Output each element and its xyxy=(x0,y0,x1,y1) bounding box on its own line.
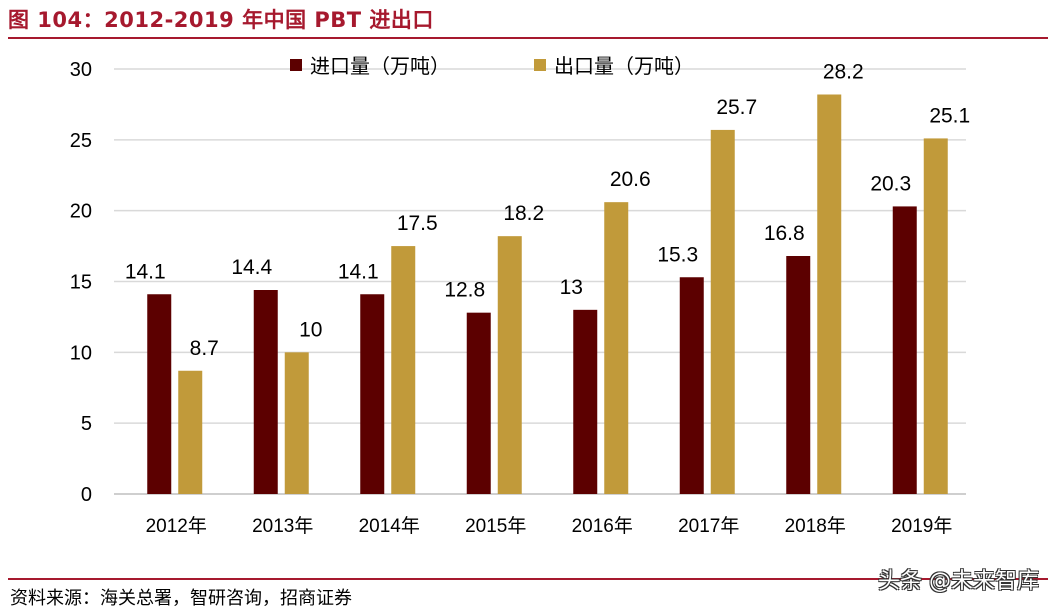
import-bar xyxy=(253,290,278,494)
y-tick-label: 30 xyxy=(70,59,92,81)
data-label: 12.8 xyxy=(444,279,485,302)
x-tick-label: 2014年 xyxy=(359,515,420,537)
data-label: 14.4 xyxy=(231,256,272,279)
x-tick-label: 2017年 xyxy=(678,515,739,537)
x-tick-label: 2012年 xyxy=(146,515,207,537)
y-tick-label: 10 xyxy=(70,342,92,364)
import-bar xyxy=(147,294,172,494)
x-tick-label: 2013年 xyxy=(252,515,313,537)
data-label: 25.1 xyxy=(929,104,970,127)
data-label: 10 xyxy=(299,318,322,341)
export-bar xyxy=(178,370,203,494)
y-tick-label: 20 xyxy=(70,201,92,223)
data-label: 13 xyxy=(560,276,583,299)
export-bar xyxy=(923,138,948,494)
import-bar xyxy=(466,312,491,494)
legend-swatch xyxy=(290,59,302,71)
x-tick-label: 2015年 xyxy=(465,515,526,537)
data-label: 8.7 xyxy=(190,337,219,360)
footer-divider xyxy=(8,578,1048,580)
import-bar xyxy=(786,256,811,494)
data-label: 14.1 xyxy=(125,260,166,283)
y-tick-label: 0 xyxy=(81,484,92,506)
export-bar xyxy=(604,202,629,494)
figure-title: 图 104：2012-2019 年中国 PBT 进出口 xyxy=(8,8,434,32)
legend-swatch xyxy=(534,59,546,71)
export-bar xyxy=(284,352,309,494)
data-label: 25.7 xyxy=(716,96,757,119)
export-bar xyxy=(497,236,522,494)
y-tick-label: 25 xyxy=(70,130,92,152)
legend-label: 出口量（万吨） xyxy=(554,54,694,78)
legend-label: 进口量（万吨） xyxy=(310,54,450,78)
source-note: 资料来源：海关总署，智研咨询，招商证券 xyxy=(10,588,352,609)
data-label: 17.5 xyxy=(397,212,438,235)
data-label: 15.3 xyxy=(657,243,698,266)
import-bar xyxy=(892,206,917,494)
data-label: 28.2 xyxy=(823,61,864,84)
watermark: 头条 @未来智库 xyxy=(878,569,1039,594)
data-label: 20.6 xyxy=(610,168,651,191)
data-label: 20.3 xyxy=(870,172,911,195)
y-tick-label: 15 xyxy=(70,272,92,294)
x-tick-label: 2018年 xyxy=(785,515,846,537)
import-bar xyxy=(360,294,385,494)
data-label: 18.2 xyxy=(503,202,544,225)
import-bar xyxy=(573,309,598,494)
data-label: 16.8 xyxy=(764,222,805,245)
y-tick-label: 5 xyxy=(81,413,92,435)
title-divider xyxy=(8,37,1048,39)
import-bar xyxy=(679,277,704,494)
x-tick-label: 2019年 xyxy=(891,515,952,537)
x-tick-label: 2016年 xyxy=(572,515,633,537)
export-bar xyxy=(710,129,735,494)
data-label: 14.1 xyxy=(338,260,379,283)
export-bar xyxy=(391,246,416,494)
export-bar xyxy=(817,94,842,494)
